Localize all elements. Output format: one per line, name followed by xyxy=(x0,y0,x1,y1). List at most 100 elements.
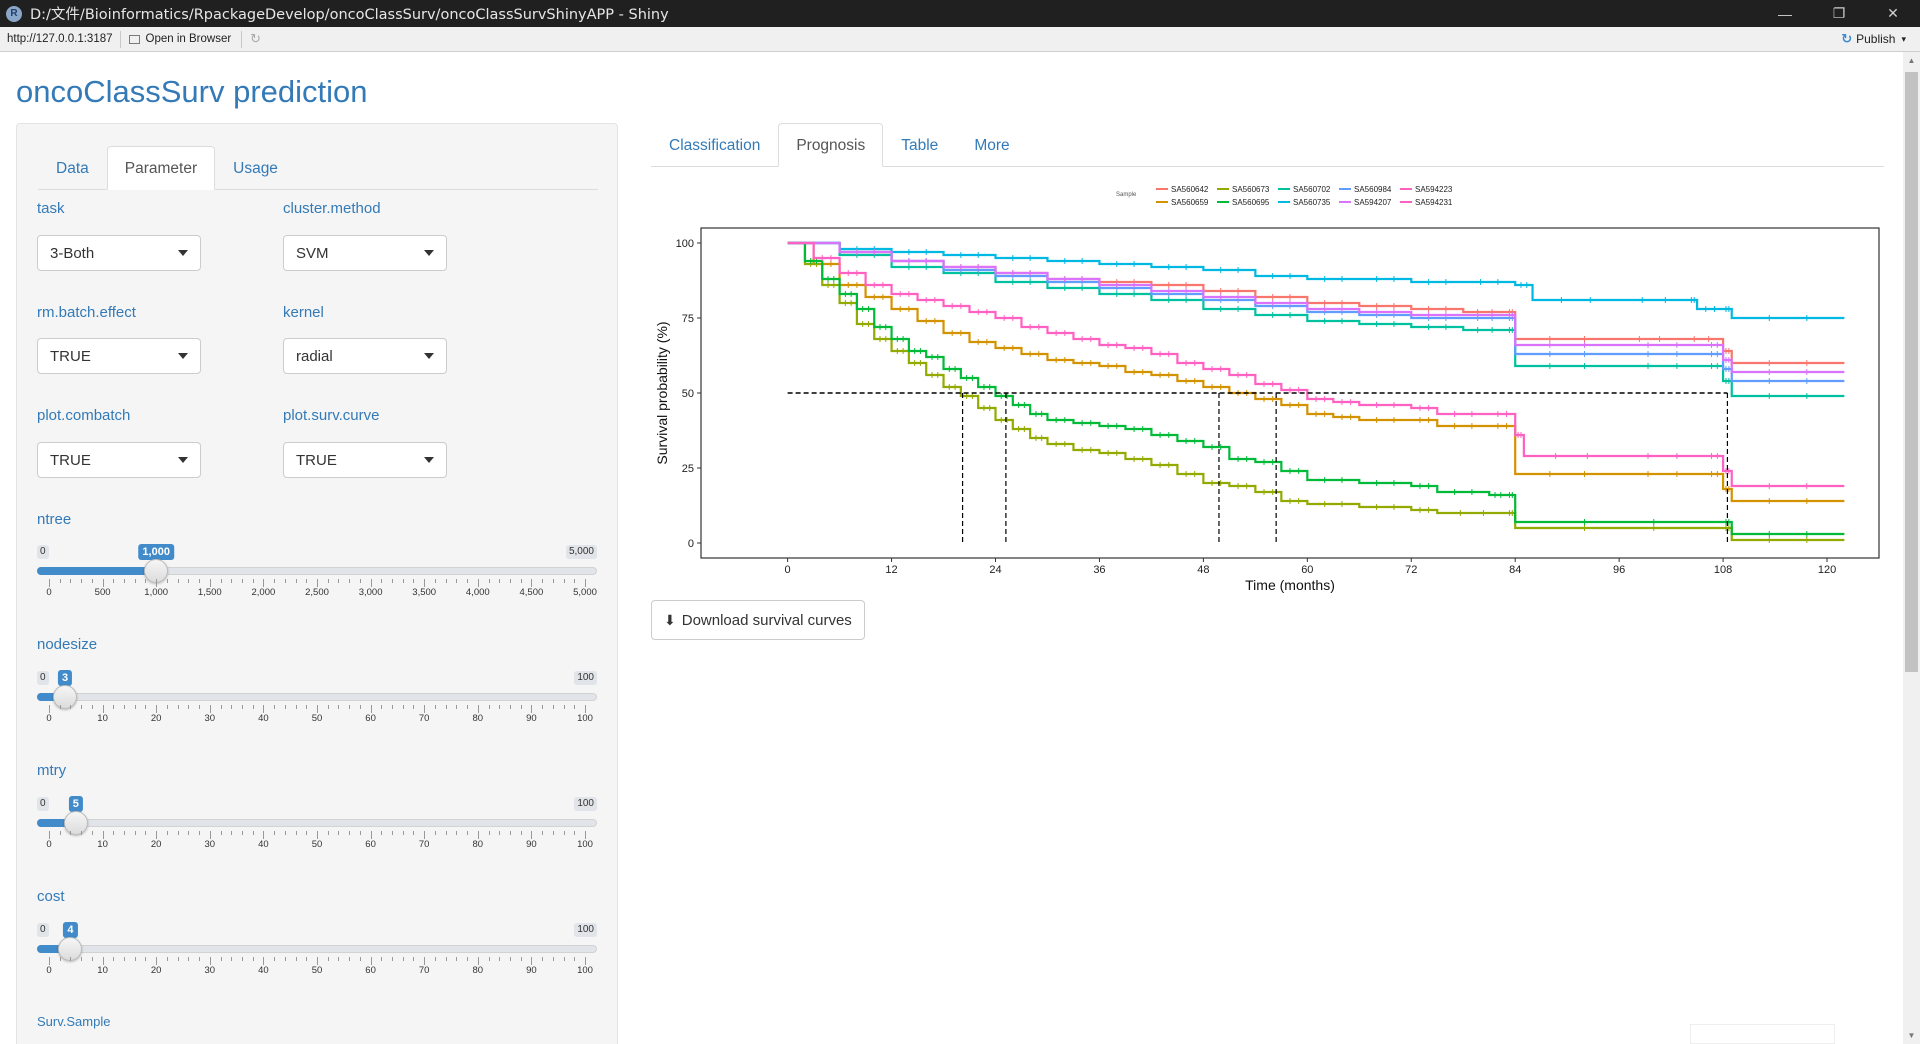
ntree-label: ntree xyxy=(37,511,72,528)
slider-tick xyxy=(274,831,276,835)
kernel-value: radial xyxy=(296,347,333,365)
slider-tick xyxy=(70,831,72,835)
rm-batch-effect-select[interactable]: TRUE xyxy=(37,338,201,374)
slider-tick xyxy=(81,957,83,961)
survival-curve xyxy=(787,241,1845,398)
slider-tick xyxy=(370,579,372,587)
slider-tick-label: 1,500 xyxy=(197,587,222,598)
slider-track[interactable] xyxy=(37,693,597,701)
cost-slider[interactable]: 0 100 4 0 10 20 30 40 50 60 70 80 90 100 xyxy=(37,922,597,983)
slider-max-label: 5,000 xyxy=(565,545,597,559)
slider-tick xyxy=(284,579,286,583)
tab-more[interactable]: More xyxy=(974,137,1010,154)
slider-tick xyxy=(166,579,168,583)
task-select[interactable]: 3-Both xyxy=(37,235,201,271)
slider-tick xyxy=(145,957,147,961)
task-label: task xyxy=(37,200,65,217)
slider-tick xyxy=(263,579,265,587)
minimize-button[interactable]: — xyxy=(1778,5,1792,22)
slider-tick xyxy=(531,831,533,839)
slider-tick-label: 30 xyxy=(204,839,216,850)
slider-tick xyxy=(574,705,576,709)
slider-tick xyxy=(166,831,168,835)
kernel-select[interactable]: radial xyxy=(283,338,447,374)
close-button[interactable]: ✕ xyxy=(1887,5,1899,21)
sidebar-tabs: Data Parameter Usage xyxy=(38,146,598,190)
slider-tick xyxy=(124,579,126,583)
scroll-up-icon[interactable]: ▲ xyxy=(1907,56,1916,65)
tab-usage[interactable]: Usage xyxy=(233,160,278,177)
slider-tick xyxy=(445,957,447,961)
ntree-slider[interactable]: 0 5,000 1,000 0 500 1,000 1,500 2,000 2,500 3,000… xyxy=(37,544,597,605)
slider-tick xyxy=(327,957,329,961)
slider-tick xyxy=(477,579,479,587)
slider-tick xyxy=(402,705,404,709)
slider-handle[interactable] xyxy=(63,811,88,835)
x-tick-label: 48 xyxy=(1197,564,1209,576)
slider-track[interactable] xyxy=(37,819,597,827)
x-tick-label: 24 xyxy=(989,564,1001,576)
restore-button[interactable]: ❐ xyxy=(1832,5,1846,21)
slider-tick xyxy=(531,705,533,713)
slider-handle[interactable] xyxy=(53,685,78,709)
tab-prognosis[interactable]: Prognosis xyxy=(778,123,884,167)
slider-tick xyxy=(467,705,469,709)
tab-parameter[interactable]: Parameter xyxy=(106,146,216,190)
plot-combatch-select[interactable]: TRUE xyxy=(37,442,201,478)
slider-tick xyxy=(424,705,426,713)
app-title: oncoClassSurv prediction xyxy=(16,74,368,109)
slider-value-label: 3 xyxy=(58,670,73,686)
slider-tick xyxy=(456,831,458,835)
slider-tick xyxy=(488,831,490,835)
slider-tick-label: 30 xyxy=(204,965,216,976)
tab-table[interactable]: Table xyxy=(901,137,939,154)
window-titlebar: R D:/文件/Bioinformatics/RpackageDevelop/o… xyxy=(0,0,1920,27)
slider-tick xyxy=(413,705,415,709)
mtry-slider[interactable]: 0 100 5 0 10 20 30 40 50 60 70 80 90 100 xyxy=(37,796,597,857)
slider-tick xyxy=(488,957,490,961)
url-display[interactable]: http://127.0.0.1:3187 xyxy=(0,30,121,48)
slider-tick xyxy=(252,705,254,709)
vertical-scrollbar[interactable]: ▲ ▼ xyxy=(1903,52,1920,1044)
slider-tick-label: 80 xyxy=(472,965,484,976)
slider-tick-label: 4,500 xyxy=(519,587,544,598)
slider-tick xyxy=(585,579,586,587)
slider-tick-label: 10 xyxy=(97,839,108,850)
slider-tick xyxy=(91,957,93,961)
scroll-down-icon[interactable]: ▼ xyxy=(1907,1031,1916,1040)
slider-tick-label: 0 xyxy=(46,587,52,598)
slider-tick xyxy=(284,831,286,835)
slider-tick-label: 30 xyxy=(204,713,216,724)
slider-tick xyxy=(59,705,61,709)
cluster-method-select[interactable]: SVM xyxy=(283,235,447,271)
slider-tick-label: 90 xyxy=(526,839,537,850)
slider-track[interactable] xyxy=(37,945,597,953)
tab-classification[interactable]: Classification xyxy=(669,137,761,154)
tab-data[interactable]: Data xyxy=(56,160,89,177)
slider-tick xyxy=(252,579,254,583)
download-survival-curves-button[interactable]: ⬇ Download survival curves xyxy=(651,600,865,640)
slider-tick-label: 60 xyxy=(365,713,376,724)
slider-tick xyxy=(220,957,222,961)
slider-tick xyxy=(70,705,72,709)
slider-tick xyxy=(499,957,501,961)
scrollbar-thumb[interactable] xyxy=(1905,72,1918,672)
slider-tick xyxy=(49,705,50,713)
y-tick-label: 75 xyxy=(682,313,694,325)
publish-caret-icon[interactable]: ▾ xyxy=(1901,33,1906,44)
x-tick-label: 96 xyxy=(1613,564,1625,576)
refresh-icon[interactable]: ↻ xyxy=(250,31,262,46)
y-tick-label: 25 xyxy=(682,463,694,475)
slider-tick xyxy=(145,705,147,709)
slider-tick xyxy=(349,579,351,583)
plot-surv-curve-select[interactable]: TRUE xyxy=(283,442,447,478)
open-in-browser-button[interactable]: Open in Browser xyxy=(121,30,243,48)
slider-tick xyxy=(81,831,83,835)
slider-tick xyxy=(456,957,458,961)
x-axis-label: Time (months) xyxy=(1245,577,1335,593)
nodesize-slider[interactable]: 0 100 3 0 10 20 30 40 50 60 70 80 90 100 xyxy=(37,670,597,731)
publish-button[interactable]: ↻ Publish ▾ xyxy=(1841,31,1920,47)
slider-tick xyxy=(520,705,522,709)
slider-tick xyxy=(317,579,318,587)
task-value: 3-Both xyxy=(50,244,95,262)
